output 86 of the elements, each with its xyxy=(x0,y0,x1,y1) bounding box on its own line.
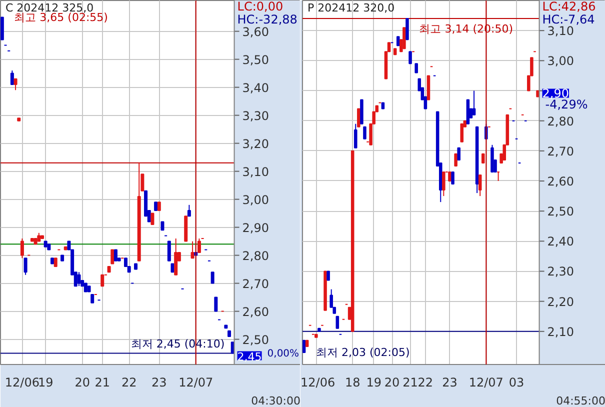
candlestick xyxy=(451,171,454,185)
y-tick-label: 3,30 xyxy=(242,108,269,123)
candlestick xyxy=(114,249,118,262)
candlestick xyxy=(77,272,81,287)
candlestick xyxy=(442,171,446,197)
y-tick-label: 2,50 xyxy=(547,204,574,219)
y-tick-label: 2,90 xyxy=(242,220,269,235)
x-tick-label: 23 xyxy=(442,376,458,390)
y-tick-label: 2,30 xyxy=(547,264,574,279)
y-tick-label: 2,60 xyxy=(242,304,269,319)
y-tick-label: 2,60 xyxy=(547,174,574,188)
y-tick-label: 3,00 xyxy=(547,54,574,68)
x-tick-label: 19 xyxy=(366,376,382,390)
candlestick xyxy=(210,272,214,284)
x-tick-label: 23 xyxy=(152,376,167,390)
candlestick xyxy=(454,153,458,166)
x-tick-label: 18 xyxy=(344,376,360,390)
candlestick xyxy=(20,238,24,259)
candlestick xyxy=(448,171,452,182)
text: HC:-7,64 xyxy=(542,12,595,26)
candlestick xyxy=(100,274,104,287)
candlestick xyxy=(396,36,400,46)
text: LC:0,00 xyxy=(237,0,284,14)
candlestick xyxy=(478,174,482,197)
candlestick xyxy=(24,258,28,276)
text: 04:30:00 xyxy=(251,394,301,407)
candlestick xyxy=(414,63,418,74)
candlestick xyxy=(167,240,171,262)
candlestick xyxy=(197,238,201,253)
x-tick-label: 20 xyxy=(74,376,90,390)
annotation: 최저 2,03 (02:05) xyxy=(316,346,410,359)
y-tick-label: 2,10 xyxy=(547,324,574,339)
candlestick xyxy=(326,270,330,281)
text: LC:42,86 xyxy=(542,0,596,14)
candlestick xyxy=(14,78,18,91)
candlestick xyxy=(0,16,4,40)
y-tick-label: 2,70 xyxy=(547,144,574,158)
candlestick xyxy=(214,296,218,312)
candlestick xyxy=(10,70,14,85)
chart-title: P 202412 320,0 xyxy=(308,2,395,14)
x-tick-label: 03 xyxy=(508,376,524,390)
text: 04:55:00 xyxy=(556,394,605,407)
x-tick-label: 22 xyxy=(121,376,137,390)
x-tick-label: 12/06 xyxy=(4,376,40,390)
candlestick xyxy=(402,27,406,50)
x-tick-label: 12/06 xyxy=(300,376,336,390)
text: 0,00% xyxy=(267,348,300,360)
text: 2,45 xyxy=(237,350,262,364)
x-tick-label: 19 xyxy=(38,376,54,390)
x-tick-label: 12/07 xyxy=(468,376,504,390)
candlestick xyxy=(302,340,306,353)
y-tick-label: 2,20 xyxy=(547,294,574,309)
y-tick-label: 2,50 xyxy=(242,332,269,347)
candlestick xyxy=(190,240,194,259)
candlestick xyxy=(354,123,358,148)
x-tick-label: 12/07 xyxy=(178,376,214,390)
y-tick-label: 3,60 xyxy=(242,24,269,39)
x-tick-label: 21 xyxy=(402,376,418,390)
candlestick xyxy=(472,90,476,116)
candlestick xyxy=(460,123,464,142)
y-tick-label: 2,70 xyxy=(242,276,269,291)
text: HC:-32,88 xyxy=(237,12,298,26)
candlestick xyxy=(336,316,340,329)
y-tick-label: 2,80 xyxy=(242,248,269,263)
candlestick xyxy=(110,249,114,264)
candlestick xyxy=(357,108,360,128)
candlestick xyxy=(150,212,154,225)
candlestick xyxy=(408,51,412,64)
y-tick-label: 3,20 xyxy=(242,136,269,151)
y-tick-label: 3,10 xyxy=(242,164,269,179)
y-tick-label: 3,10 xyxy=(547,24,574,38)
candlestick xyxy=(230,342,234,354)
y-tick-label: 2,40 xyxy=(547,234,574,249)
candlestick xyxy=(363,126,366,140)
candlestick xyxy=(174,238,178,276)
x-tick-label: 21 xyxy=(94,376,110,390)
y-tick-label: 3,40 xyxy=(242,80,269,95)
x-tick-label: 22 xyxy=(418,376,434,390)
x-tick-label: 20 xyxy=(384,376,400,390)
y-tick-label: 3,00 xyxy=(242,192,269,207)
candlestick xyxy=(187,204,191,217)
candlestick xyxy=(406,18,409,40)
y-tick-label: 2,80 xyxy=(547,114,574,128)
y-tick-label: 3,50 xyxy=(242,52,269,67)
candlestick xyxy=(457,147,460,160)
candlestick xyxy=(481,153,485,164)
